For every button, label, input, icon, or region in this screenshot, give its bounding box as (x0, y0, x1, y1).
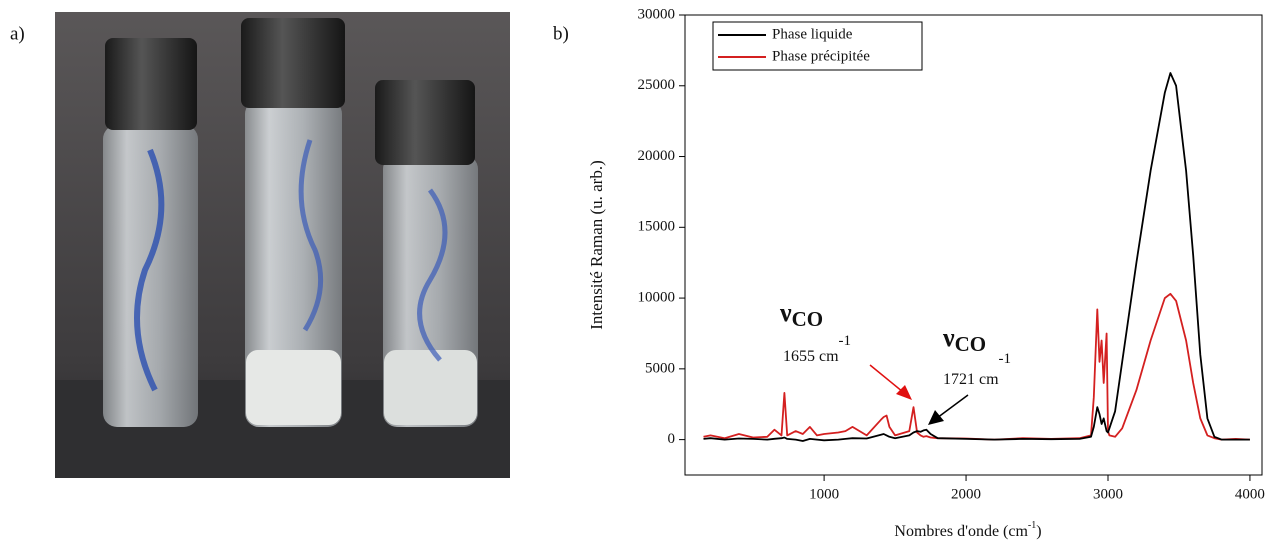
annotation-sup: -1 (999, 351, 1012, 367)
legend-label: Phase précipitée (772, 48, 870, 64)
x-axis-label: Nombres d'onde (cm-1) (894, 520, 1041, 539)
annotation: νCO (779, 298, 823, 331)
x-label-end: ) (1036, 523, 1041, 540)
y-tick-label: 20000 (638, 148, 676, 164)
data-line (703, 292, 1250, 441)
annotation: 1721 cm-1 (943, 351, 1011, 387)
annotation: 1655 cm-1 (783, 333, 851, 364)
annotation-arrow (869, 364, 912, 400)
x-tick-label: 1000 (809, 486, 839, 502)
y-tick-label: 30000 (638, 6, 676, 22)
y-tick-label: 5000 (645, 360, 675, 376)
x-label-sup: -1 (1028, 520, 1036, 531)
plot-frame (684, 14, 1263, 476)
annotation-arrow (928, 394, 969, 425)
legend-box (712, 21, 923, 71)
y-tick-label: 25000 (638, 77, 676, 93)
y-axis-label: Intensité Raman (u. arb.) (587, 160, 606, 329)
legend-label: Phase liquide (772, 26, 853, 42)
x-tick-label: 4000 (1235, 486, 1265, 502)
x-tick-label: 2000 (951, 486, 981, 502)
y-tick-label: 0 (668, 431, 676, 447)
annotation-sub: CO (955, 332, 987, 356)
annotation-symbol: ν (779, 298, 792, 327)
y-tick-label: 10000 (638, 290, 676, 306)
data-line (703, 72, 1250, 442)
x-tick-label: 3000 (1093, 486, 1123, 502)
annotation: νCO (942, 323, 986, 356)
y-tick-label: 15000 (638, 219, 676, 235)
annotation-label: 1655 cm (783, 348, 839, 365)
annotation-sup: -1 (839, 333, 852, 349)
x-label-text: Nombres d'onde (cm (894, 523, 1028, 540)
panel-label: a) (10, 23, 25, 44)
annotation-symbol: ν (942, 323, 955, 352)
photo (55, 12, 510, 478)
annotation-sub: CO (792, 307, 824, 331)
annotation-label: 1721 cm (943, 371, 999, 388)
panel-label: b) (553, 23, 569, 44)
